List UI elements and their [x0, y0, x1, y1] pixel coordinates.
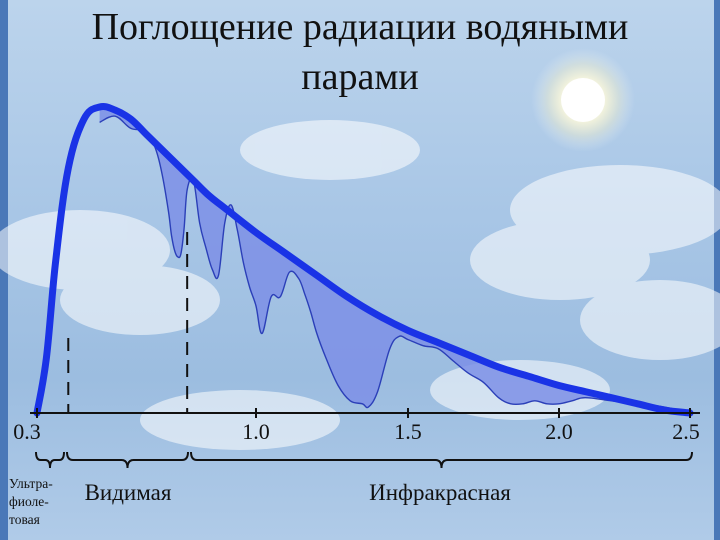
plot-area: 0.3 1.0 1.5 2.0 2.5 Видимая Инфракрасная Уль…: [9, 102, 700, 527]
region-label-ultraviolet: Ультра- фиоле- товая: [9, 476, 56, 527]
region-brace: [66, 451, 189, 469]
x-axis-tick-label: 0.3: [13, 419, 41, 444]
x-axis-tick-label: 1.0: [242, 419, 270, 444]
region-brace: [190, 451, 693, 469]
sun-icon: [531, 48, 635, 152]
frame-border-right: [714, 0, 720, 540]
absorbed-curve: [99, 115, 691, 414]
x-axis-tick-label: 2.5: [672, 419, 700, 444]
page-title-line-2: парами: [301, 56, 419, 98]
region-brace: [35, 451, 65, 469]
page-title-line-1: Поглощение радиации водяными: [91, 6, 629, 48]
region-label-ultraviolet-line-3: товая: [9, 512, 40, 527]
region-label-infrared: Инфракрасная: [369, 480, 511, 505]
region-label-ultraviolet-line-1: Ультра-: [9, 476, 53, 491]
spectrum-envelope-curve: [33, 102, 694, 417]
absorbed-area: [99, 107, 691, 413]
region-label-ultraviolet-line-2: фиоле-: [9, 494, 49, 509]
x-axis-tick-label: 1.5: [394, 419, 422, 444]
x-axis-tick-label: 2.0: [545, 419, 573, 444]
region-label-visible: Видимая: [85, 480, 172, 505]
